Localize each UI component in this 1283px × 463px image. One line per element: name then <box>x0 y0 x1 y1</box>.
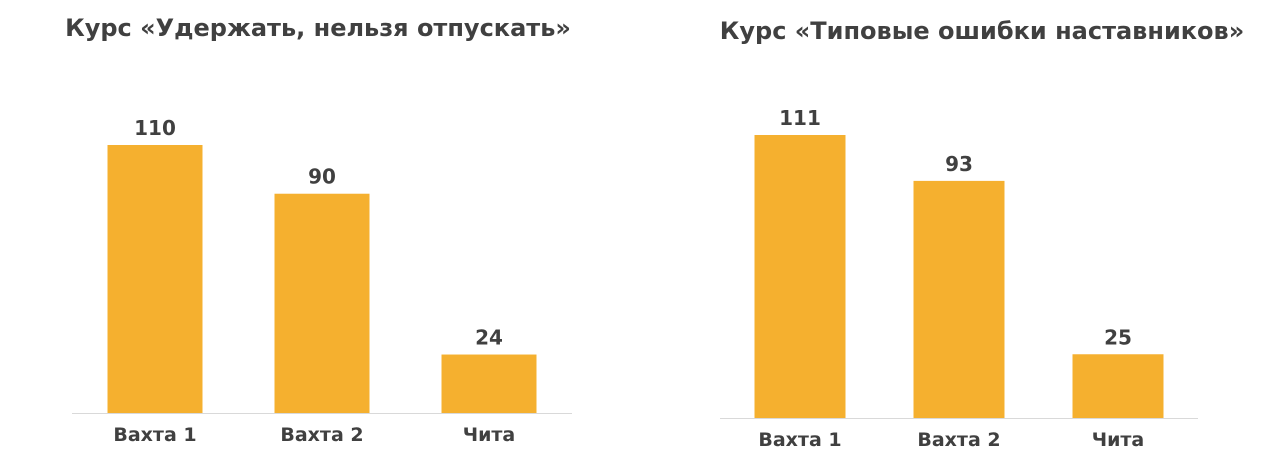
data-label: 90 <box>308 165 336 189</box>
x-tick-label: Чита <box>1092 429 1145 451</box>
x-tick-label: Вахта 1 <box>758 429 841 451</box>
bar <box>1072 354 1164 418</box>
data-label: 24 <box>475 326 503 350</box>
bar <box>441 354 537 413</box>
bar <box>754 135 846 418</box>
x-tick-label: Вахта 2 <box>917 429 1000 451</box>
x-tick-label: Вахта 2 <box>280 424 363 446</box>
x-tick-label: Чита <box>463 424 516 446</box>
bar <box>274 193 370 413</box>
data-label: 110 <box>134 116 176 140</box>
data-label: 93 <box>945 152 973 176</box>
chart-title: Курс «Типовые ошибки наставников» <box>720 17 1244 45</box>
bar <box>913 180 1005 418</box>
bar <box>107 145 203 413</box>
chart-title: Курс «Удержать, нельзя отпускать» <box>65 14 571 42</box>
data-label: 111 <box>779 106 821 130</box>
data-label: 25 <box>1104 325 1132 349</box>
x-tick-label: Вахта 1 <box>113 424 196 446</box>
